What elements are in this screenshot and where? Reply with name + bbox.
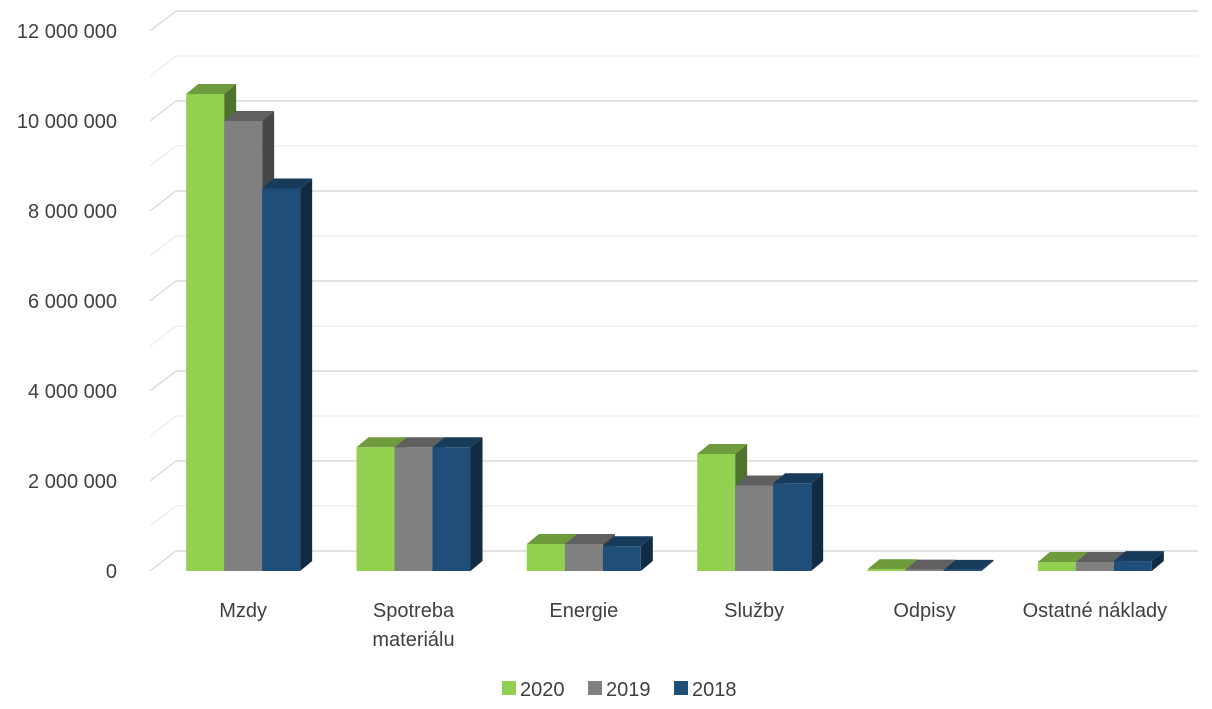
- bar-top: [735, 475, 786, 486]
- bar-top: [602, 536, 653, 547]
- bar-top: [867, 559, 918, 570]
- bar-top: [432, 437, 483, 448]
- bar-2018: [943, 559, 994, 571]
- x-category-label: Energie: [549, 600, 618, 622]
- bar-top: [564, 534, 615, 544]
- gridline-depth: [149, 325, 177, 347]
- gridline-depth: [149, 505, 177, 527]
- x-category-label: Služby: [724, 600, 784, 622]
- gridline-depth: [149, 100, 177, 122]
- bar-side: [640, 536, 653, 571]
- bar-front: [526, 544, 565, 571]
- bar-side: [981, 559, 994, 571]
- bar-top: [905, 559, 956, 570]
- gridline-depth: [149, 370, 177, 392]
- x-category-label: Spotreba materiálu: [372, 600, 455, 651]
- bar-front: [356, 447, 395, 571]
- bar-front: [1037, 562, 1076, 571]
- legend-label: 2020: [520, 679, 565, 701]
- legend-swatch: [502, 681, 516, 695]
- bar-top: [1037, 552, 1088, 562]
- bar-side: [811, 473, 824, 571]
- gridline-depth: [149, 550, 177, 572]
- gridline-depth: [149, 145, 177, 167]
- legend-swatch: [588, 681, 602, 695]
- y-tick-label: 2 000 000: [28, 471, 117, 493]
- bar-top: [394, 437, 445, 448]
- gridlines: [149, 10, 1198, 572]
- gridline-depth: [149, 280, 177, 302]
- bar-front: [602, 546, 641, 571]
- bar-front: [867, 569, 906, 571]
- gridline-depth: [149, 55, 177, 77]
- legend-item: 2019: [588, 679, 651, 701]
- bar-top: [224, 111, 275, 121]
- bar-front: [432, 447, 471, 571]
- bar-2018: [432, 437, 483, 571]
- bar-top: [1113, 551, 1164, 562]
- legend-label: 2018: [692, 679, 737, 701]
- y-tick-label: 0: [106, 561, 117, 583]
- y-tick-label: 8 000 000: [28, 201, 117, 223]
- gridline-depth: [149, 235, 177, 257]
- y-axis-tick-labels: 0 2 000 000 4 000 000 6 000 000 8 000 000 10 …: [17, 21, 117, 583]
- bar-front: [697, 454, 736, 571]
- gridline-depth: [149, 10, 177, 32]
- bar-front: [564, 544, 603, 571]
- legend-label: 2019: [606, 679, 651, 701]
- x-axis-category-labels: Mzdy Spotreba materiálu Energie Služby Odpisy…: [219, 600, 1167, 651]
- bar-front: [224, 121, 263, 571]
- y-tick-label: 10 000 000: [17, 111, 117, 133]
- gridline-depth: [149, 460, 177, 482]
- bar-2018: [262, 178, 313, 571]
- bar-front: [773, 483, 812, 571]
- bar-top: [943, 559, 994, 570]
- legend-item: 2020: [502, 679, 565, 701]
- x-category-label: Mzdy: [219, 600, 267, 622]
- y-tick-label: 4 000 000: [28, 381, 117, 403]
- bar-top: [1075, 552, 1126, 562]
- bar-front: [1113, 561, 1152, 571]
- bar-top: [526, 534, 577, 544]
- bar-front: [394, 447, 433, 571]
- y-tick-label: 12 000 000: [17, 21, 117, 43]
- legend-item: 2018: [674, 679, 737, 701]
- bar-top: [773, 473, 824, 484]
- bar-top: [262, 178, 313, 189]
- bar-2018: [773, 473, 824, 571]
- bar-front: [943, 569, 982, 571]
- legend-swatch: [674, 681, 688, 695]
- bar-front: [735, 485, 774, 571]
- bar-front: [905, 569, 944, 571]
- gridline-depth: [149, 190, 177, 212]
- bar-top: [697, 444, 748, 454]
- bar-side: [1151, 551, 1164, 571]
- legend: 2020 2019 2018: [502, 679, 737, 701]
- bars: [186, 84, 1164, 571]
- bar-front: [262, 188, 301, 571]
- bar-top: [356, 437, 407, 448]
- x-category-label: Ostatné náklady: [1023, 600, 1168, 622]
- gridline-depth: [149, 415, 177, 437]
- bar-2018: [1113, 551, 1164, 571]
- y-tick-label: 6 000 000: [28, 291, 117, 313]
- x-category-label: Odpisy: [893, 600, 955, 622]
- bar-front: [1075, 562, 1114, 571]
- bar-side: [300, 178, 313, 571]
- bar-front: [186, 94, 225, 571]
- bar-top: [186, 84, 237, 94]
- bar-2018: [602, 536, 653, 571]
- bar-side: [470, 437, 483, 571]
